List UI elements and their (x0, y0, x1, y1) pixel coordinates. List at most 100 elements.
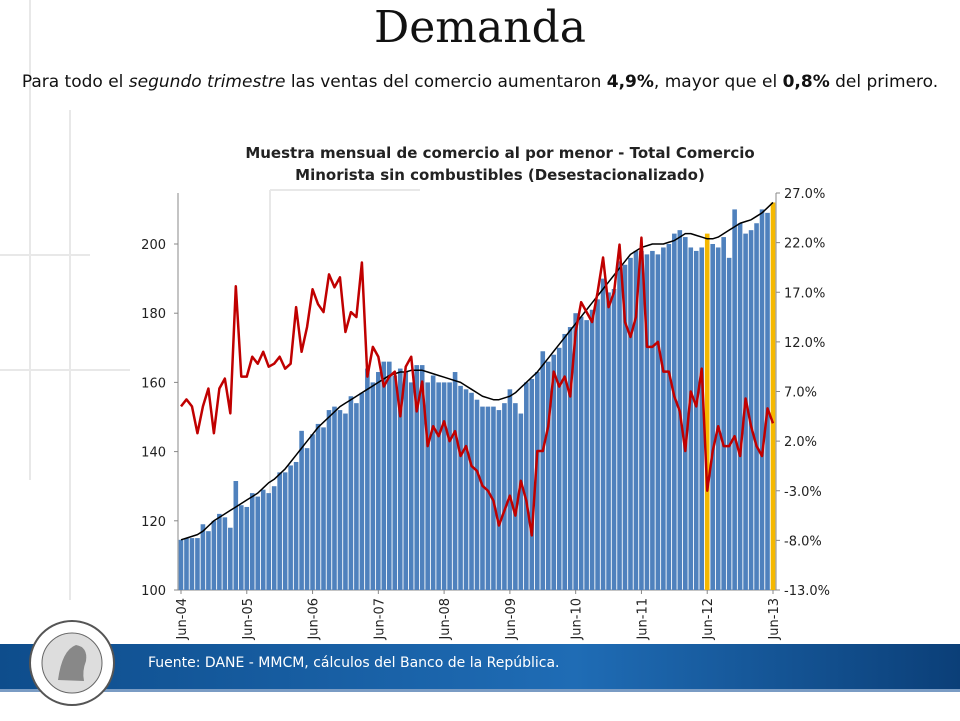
bar (682, 237, 688, 590)
x-tick-label: Jun-08 (438, 598, 453, 641)
bar (584, 320, 589, 590)
chart-title: Minorista sin combustibles (Desestaciona… (295, 166, 705, 184)
bar (567, 327, 573, 590)
bar (452, 372, 458, 590)
bar (545, 361, 551, 590)
footer-text: Fuente: DANE - MMCM, cálculos del Banco … (148, 655, 560, 671)
bar (414, 365, 420, 590)
y2-tick-label: 27.0% (784, 187, 825, 202)
bar (233, 481, 239, 590)
bar (628, 257, 633, 590)
bar (617, 261, 622, 590)
bar (710, 244, 716, 590)
bar (661, 247, 666, 590)
text: , mayor que el (653, 72, 783, 92)
bar (715, 247, 721, 590)
bar (447, 382, 452, 590)
text: segundo trimestre (128, 72, 286, 92)
y-tick-label: 140 (141, 446, 166, 461)
slide-title: Demanda (373, 2, 586, 53)
y2-tick-label: 2.0% (784, 435, 817, 450)
x-tick-label: Jun-04 (175, 598, 190, 641)
bar (348, 396, 354, 590)
bar (288, 465, 293, 590)
text: las ventas del comercio aumentaron (285, 72, 607, 92)
bar (260, 489, 266, 590)
bar (507, 389, 513, 590)
bar (732, 209, 737, 590)
footer-band (0, 644, 960, 689)
bar (337, 410, 343, 590)
x-tick-label: Jun-13 (767, 598, 782, 641)
bar (650, 250, 655, 591)
line (180, 201, 774, 541)
bar (184, 538, 189, 590)
bar (321, 427, 326, 590)
bar (425, 382, 430, 590)
bar (397, 368, 403, 590)
bar (562, 333, 568, 590)
y2-tick-label: -8.0% (784, 534, 822, 549)
text: 4,9% (606, 72, 654, 92)
bar (666, 244, 672, 590)
bar (238, 505, 244, 590)
bar (534, 372, 540, 590)
bar (754, 223, 759, 591)
bar (513, 403, 518, 590)
x-tick-label: Jun-09 (504, 598, 519, 641)
bar (672, 233, 677, 590)
bar (606, 292, 611, 590)
bar (343, 413, 348, 590)
bar (354, 403, 359, 590)
bar (293, 461, 299, 590)
y2-tick-label: 7.0% (784, 386, 817, 401)
bar (266, 493, 272, 590)
bar (726, 257, 732, 590)
x-tick-label: Jun-10 (570, 598, 585, 641)
bar (502, 403, 507, 590)
line (180, 236, 775, 537)
text: del primero. (829, 72, 939, 92)
bar (551, 354, 557, 590)
bar (332, 406, 337, 590)
bar (622, 264, 628, 590)
bar (770, 202, 776, 591)
chart-title: Muestra mensual de comercio al por menor… (245, 144, 754, 162)
bar (578, 316, 584, 590)
bar (474, 399, 480, 590)
text: 0,8% (782, 72, 830, 92)
y2-tick-label: -3.0% (784, 485, 822, 500)
bar (370, 382, 376, 590)
bar (403, 372, 409, 590)
y-tick-label: 200 (141, 238, 166, 253)
summary: Para todo el segundo trimestre las venta… (0, 70, 960, 95)
bar (299, 430, 304, 590)
bar (189, 538, 195, 590)
bar (737, 223, 743, 591)
bar (310, 434, 315, 590)
bar (386, 361, 392, 590)
bar (529, 378, 535, 590)
bar (441, 382, 447, 590)
bar (359, 392, 365, 590)
bar (244, 506, 250, 590)
bar (600, 278, 606, 590)
y-tick-label: 160 (141, 376, 166, 391)
bar (326, 410, 332, 590)
bar (496, 410, 502, 590)
bar (277, 472, 282, 590)
y2-tick-label: 17.0% (784, 286, 825, 301)
bar (315, 423, 321, 590)
bar (699, 247, 705, 590)
y2-tick-label: 12.0% (784, 336, 825, 351)
bar (211, 520, 217, 590)
x-tick-label: Jun-06 (307, 598, 322, 641)
bar (178, 539, 184, 590)
bar (485, 406, 491, 590)
x-tick-label: Jun-05 (241, 598, 256, 641)
y-tick-label: 100 (141, 584, 166, 599)
bar (381, 361, 387, 590)
